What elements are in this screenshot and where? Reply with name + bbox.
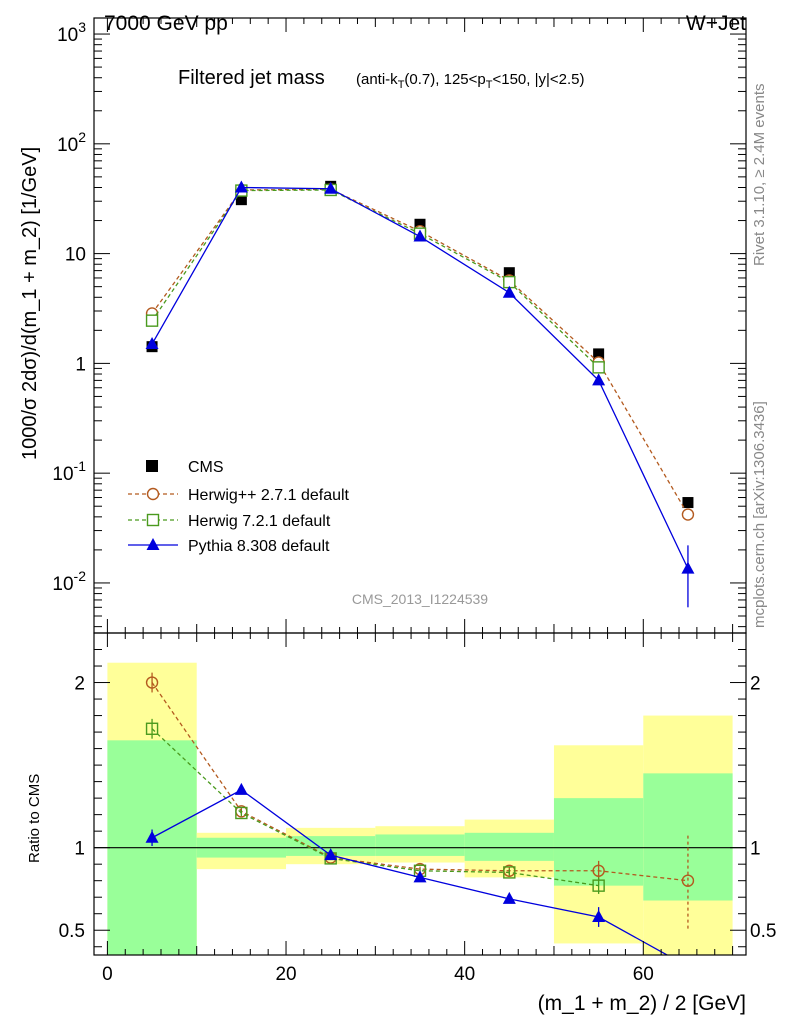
y-main-tick-label: 10-2 (52, 568, 86, 595)
y-main-tick-label: 1 (75, 354, 86, 375)
legend-pythia-marker (146, 538, 160, 550)
main-pythia-marker (413, 229, 427, 242)
x-tick-label: 60 (633, 964, 654, 985)
y-ratio-tick-label-left: 1 (74, 839, 85, 860)
ratio-pythia-marker (324, 848, 338, 861)
ratio-herwig7-line (151, 728, 599, 887)
main-herwig7-marker (145, 314, 159, 327)
y-ratio-tick-label-right: 0.5 (750, 921, 776, 942)
ratio-pythia-marker (234, 782, 248, 795)
rivet-version-label: Rivet 3.1.10, ≥ 2.4M events (751, 84, 768, 267)
ratio-band-inner (286, 836, 376, 856)
main-pythia-marker (324, 181, 338, 194)
cms-data-point (414, 218, 426, 230)
y-main-tick-label: 10 (65, 245, 86, 266)
cms-data-point (593, 348, 605, 360)
ratio-herwigpp-marker (592, 864, 605, 877)
y-main-tick-label: 102 (57, 129, 86, 156)
ratio-pythia-marker (681, 960, 694, 972)
legend-cms-marker (146, 460, 158, 472)
ratio-pythia-marker (592, 910, 606, 923)
main-pythia-marker (681, 561, 695, 574)
ratio-series-group (145, 672, 695, 972)
main-pythia-marker (592, 373, 606, 386)
plot-subtitle: (anti-kT(0.7), 125<pT<150, |y|<2.5) (356, 71, 585, 91)
ratio-herwig7-marker (592, 879, 605, 892)
main-pythia-marker (145, 337, 159, 350)
ratio-band-inner (375, 834, 465, 856)
ratio-herwig7-marker (235, 806, 248, 820)
header-left-label: 7000 GeV pp (104, 12, 228, 35)
ratio-band-inner (464, 832, 554, 861)
main-herwig7-marker (592, 361, 605, 374)
y-ratio-tick-label-left: 2 (74, 674, 85, 695)
analysis-id: CMS_2013_I1224539 (352, 591, 488, 607)
ratio-panel (94, 662, 746, 972)
legend-pythia-label: Pythia 8.308 default (188, 538, 330, 555)
main-herwigpp-marker (681, 508, 695, 521)
y-ratio-tick-label-right: 2 (750, 674, 761, 695)
y-ratio-tick-label-left: 0.5 (59, 921, 85, 942)
x-tick-label: 0 (102, 964, 113, 985)
ratio-herwig7-marker (145, 722, 159, 735)
legend-cms-label: CMS (188, 459, 224, 476)
y-axis-label-main: 1000/σ 2dσ)/d(m_1 + m_2) [1/GeV] (19, 147, 41, 460)
x-axis-label: (m_1 + m_2) / 2 [GeV] (538, 992, 746, 1015)
cms-data-point (235, 194, 247, 206)
ratio-herwigpp-marker (681, 874, 695, 887)
ratio-pythia-marker (413, 870, 427, 883)
ratio-pythia-marker (502, 891, 516, 904)
ratio-herwigpp-marker (145, 676, 159, 689)
legend-herwig7-marker (146, 513, 160, 527)
header-right-label: W+Jet (686, 12, 746, 35)
cms-data-point (503, 267, 515, 279)
y-main-tick-label: 10-1 (52, 458, 86, 485)
main-pythia-marker (502, 285, 516, 298)
y-main-tick-label: 103 (57, 19, 86, 46)
cms-data-point (682, 497, 694, 509)
mcplots-label: mcplots.cern.ch [arXiv:1306.3436] (751, 401, 768, 628)
ratio-pythia-marker (145, 830, 159, 843)
x-tick-label: 20 (275, 964, 296, 985)
ratio-frame (93, 632, 747, 956)
plot-title: Filtered jet mass (178, 67, 325, 89)
main-panel (145, 180, 695, 608)
y-ratio-tick-label-right: 1 (750, 839, 761, 860)
legend-herwigpp-marker (146, 487, 160, 501)
x-tick-label: 40 (454, 964, 475, 985)
ratio-herwig7-marker (503, 866, 516, 879)
main-pythia-marker (234, 180, 248, 193)
legend-herwigpp-label: Herwig++ 2.7.1 default (188, 487, 350, 504)
main-herwig7-line (151, 189, 600, 368)
legend-herwig7-label: Herwig 7.2.1 default (188, 513, 331, 530)
y-axis-label-ratio: Ratio to CMS (26, 774, 43, 863)
legend: CMS Herwig++ 2.7.1 default Herwig 7.2.1 … (128, 459, 350, 555)
